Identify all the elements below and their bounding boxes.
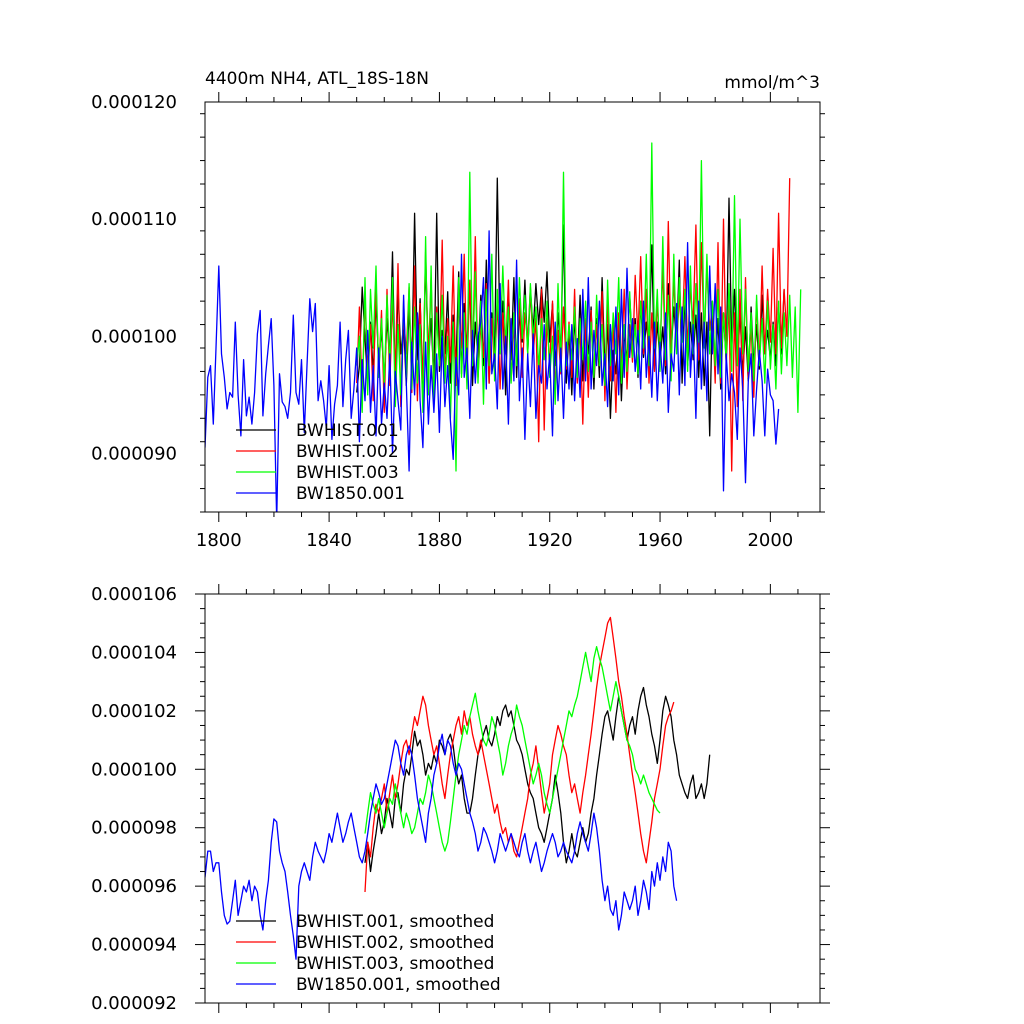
series-line-bwhist-003 (356, 142, 802, 472)
series-line-bw1850-001-smoothed (205, 733, 678, 960)
series-group (205, 142, 802, 512)
y-tick-label: 0.000110 (91, 209, 177, 230)
x-tick-label: 1920 (527, 530, 573, 551)
legend-label: BW1850.001, smoothed (296, 975, 501, 995)
series-group (205, 616, 711, 960)
y-tick-label: 0.000090 (91, 443, 177, 464)
y-tick-label: 0.000100 (91, 759, 177, 780)
plot-frame (204, 101, 821, 513)
x-tick-label: 1880 (417, 530, 463, 551)
y-tick-label: 0.000092 (91, 993, 177, 1014)
chart-title: 4400m NH4, ATL_18S-18N (205, 69, 429, 89)
y-tick-label: 0.000094 (91, 935, 177, 956)
series-line-bwhist-003-smoothed (364, 645, 661, 852)
legend-label: BWHIST.001 (296, 421, 399, 441)
bottom-panel: 0.000092 0.000094 0.000096 0.000098 0.000100… (91, 584, 830, 1014)
x-tick-label: 1960 (637, 530, 683, 551)
top-panel: 1800 1840 1880 1920 1960 2000 0.000090 0.000100… (91, 69, 825, 551)
series-line-bwhist-001-smoothed (364, 686, 711, 873)
x-tick-label: 1800 (196, 530, 242, 551)
y-tick-label: 0.000120 (91, 92, 177, 113)
y-tick-label: 0.000098 (91, 818, 177, 839)
series-line-bw1850-001 (205, 230, 780, 512)
chart-units: mmol/m^3 (724, 73, 820, 93)
legend-label: BW1850.001 (296, 484, 405, 504)
y-tick-label: 0.000106 (91, 584, 177, 605)
legend-label: BWHIST.002, smoothed (296, 933, 494, 953)
y-tick-label: 0.000100 (91, 326, 177, 347)
series-line-bwhist-002-smoothed (364, 616, 675, 893)
legend-label: BWHIST.001, smoothed (296, 912, 494, 932)
x-tick-label: 1840 (306, 530, 352, 551)
y-tick-label: 0.000104 (91, 642, 177, 663)
legend-label: BWHIST.003, smoothed (296, 954, 494, 974)
legend-label: BWHIST.002 (296, 442, 399, 462)
x-tick-label: 2000 (747, 530, 793, 551)
y-tick-label: 0.000096 (91, 876, 177, 897)
legend-label: BWHIST.003 (296, 463, 399, 483)
y-tick-label: 0.000102 (91, 701, 177, 722)
